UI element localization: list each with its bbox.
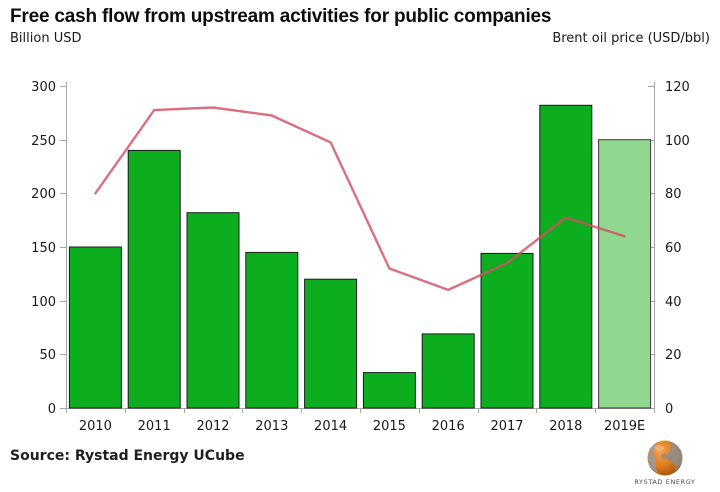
x-axis-label-2016: 2016 [432,419,465,434]
bar-2011 [127,149,181,409]
y-axis-left-tick-label: 50 [39,348,56,363]
bar-2019E [598,139,652,409]
rystad-energy-logo: RYSTAD ENERGY [627,439,703,486]
y-axis-left-tick-label: 250 [31,134,56,149]
right-axis-title: Brent oil price (USD/bbl) [552,31,710,46]
y-axis-right-tick-label: 120 [665,80,690,95]
brent-oil-price-line [94,106,626,292]
y-axis-right-tick-label: 80 [665,187,682,202]
y-axis-left-tick-label: 200 [31,187,56,202]
y-axis-left-tick-label: 0 [48,402,56,417]
y-axis-right-tick-label: 60 [665,241,682,256]
x-axis-label-2014: 2014 [314,419,347,434]
rystad-energy-globe-icon [647,440,683,476]
y-axis-right-tick-label: 20 [665,348,682,363]
x-axis-label-2015: 2015 [373,419,406,434]
source-citation: Source: Rystad Energy UCube [10,448,245,464]
x-axis-label-2012: 2012 [196,419,229,434]
x-axis-label-2013: 2013 [255,419,288,434]
x-axis-label-2019E: 2019E [604,419,645,434]
x-axis-label-2017: 2017 [490,419,523,434]
y-axis-right-tick-label: 40 [665,295,682,310]
left-axis-title: Billion USD [10,31,82,46]
x-axis-label-2018: 2018 [549,419,582,434]
x-axis-label-2010: 2010 [79,419,112,434]
y-axis-left-tick-label: 150 [31,241,56,256]
bar-2017 [480,252,534,409]
bar-2010 [68,246,122,409]
bar-2012 [186,212,240,409]
y-axis-left-tick-label: 300 [31,80,56,95]
bar-2018 [539,104,593,409]
bar-2015 [362,372,416,409]
y-axis-left-tick-label: 100 [31,295,56,310]
bar-2016 [421,333,475,409]
y-axis-right-tick-label: 0 [665,402,673,417]
bar-2013 [245,251,299,409]
axis-label-row: Billion USD Brent oil price (USD/bbl) [10,31,710,46]
chart-title: Free cash flow from upstream activities … [10,6,552,27]
bar-2014 [304,278,358,409]
combo-chart-canvas: 0 50 100 150 200 250 300 0 20 40 60 80 100 120 2010 201… [31,80,690,434]
x-axis-label-2011: 2011 [138,419,171,434]
y-axis-right-tick-label: 100 [665,134,690,149]
rystad-energy-wordmark: RYSTAD ENERGY [634,478,696,486]
